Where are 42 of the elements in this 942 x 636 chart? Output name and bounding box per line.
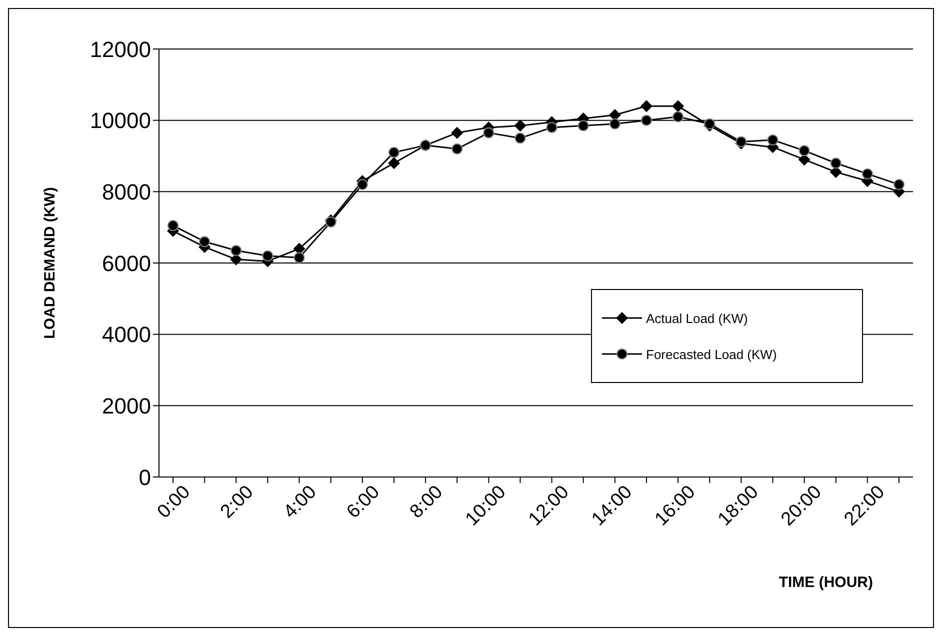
x-tick-label: 6:00 xyxy=(342,482,384,523)
point xyxy=(798,145,810,156)
point xyxy=(578,120,589,132)
point xyxy=(894,179,904,190)
point xyxy=(704,118,716,130)
point xyxy=(199,236,210,248)
point xyxy=(388,146,400,158)
legend-label: Actual Load (KW) xyxy=(646,310,748,326)
point xyxy=(672,100,684,112)
point xyxy=(168,220,178,232)
point xyxy=(262,250,274,262)
x-tick-label: 4:00 xyxy=(280,482,321,523)
x-axis-title: TIME (HOUR) xyxy=(778,574,873,591)
y-tick-label: 4000 xyxy=(102,322,151,348)
point xyxy=(388,157,400,170)
y-tick-label: 10000 xyxy=(90,108,151,134)
point xyxy=(830,158,842,169)
point xyxy=(294,252,305,264)
point xyxy=(640,114,652,126)
point xyxy=(230,245,242,256)
y-tick-label: 0 xyxy=(138,464,151,490)
point xyxy=(736,136,747,148)
point xyxy=(514,132,526,144)
point xyxy=(609,118,620,130)
point xyxy=(672,111,684,122)
x-tick-label: 0:00 xyxy=(154,482,195,523)
point xyxy=(514,120,526,132)
point xyxy=(452,143,463,154)
y-tick-label: 2000 xyxy=(102,393,151,418)
point xyxy=(451,126,464,139)
point xyxy=(483,127,494,138)
y-tick-label: 6000 xyxy=(102,250,151,276)
point xyxy=(640,100,652,112)
point xyxy=(356,179,368,190)
x-tick-label: 8:00 xyxy=(406,482,448,523)
y-tick-label: 8000 xyxy=(102,179,151,204)
y-axis-title: LOAD DEMAND (KW) xyxy=(41,187,58,339)
point xyxy=(546,122,558,133)
y-tick-label: 12000 xyxy=(90,36,151,62)
point xyxy=(862,168,873,180)
legend-label: Forecasted Load (KW) xyxy=(646,346,777,362)
point xyxy=(767,134,778,146)
